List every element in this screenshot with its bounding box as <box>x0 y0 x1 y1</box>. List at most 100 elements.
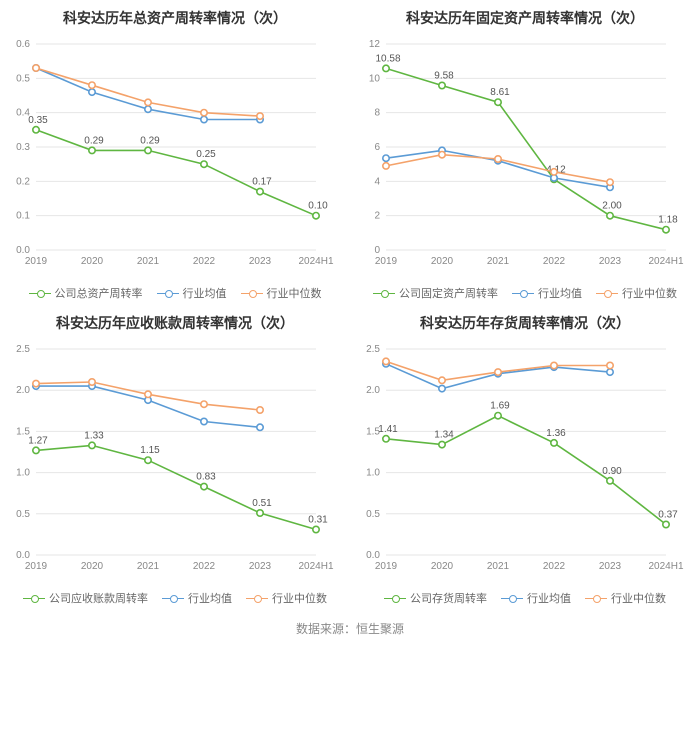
svg-text:2021: 2021 <box>487 561 510 572</box>
chart-title: 科安达历年固定资产周转率情况（次） <box>354 8 696 28</box>
svg-text:2.0: 2.0 <box>16 385 30 396</box>
legend-marker-icon <box>23 593 45 603</box>
svg-text:2024H1: 2024H1 <box>298 256 333 267</box>
svg-text:0.29: 0.29 <box>84 135 104 146</box>
svg-text:2.0: 2.0 <box>366 385 380 396</box>
svg-text:1.69: 1.69 <box>490 401 510 412</box>
svg-text:0.83: 0.83 <box>196 472 216 483</box>
svg-text:0.10: 0.10 <box>308 201 328 212</box>
svg-text:0.29: 0.29 <box>140 135 160 146</box>
svg-text:2024H1: 2024H1 <box>648 256 683 267</box>
chart-grid: 科安达历年总资产周转率情况（次）0.00.10.20.30.40.50.6201… <box>0 0 700 610</box>
chart-plot: 024681012201920202021202220232024H110.58… <box>354 34 696 279</box>
svg-text:0.0: 0.0 <box>16 245 30 256</box>
svg-text:0.6: 0.6 <box>16 39 30 50</box>
legend-marker-icon <box>373 288 395 298</box>
legend-item-company: 公司总资产周转率 <box>29 285 143 301</box>
svg-text:2024H1: 2024H1 <box>648 561 683 572</box>
svg-text:0.2: 0.2 <box>16 176 30 187</box>
svg-text:0.3: 0.3 <box>16 142 30 153</box>
svg-text:1.0: 1.0 <box>16 468 30 479</box>
svg-text:2021: 2021 <box>137 256 160 267</box>
legend-label: 公司存货周转率 <box>410 590 487 606</box>
chart-title: 科安达历年存货周转率情况（次） <box>354 313 696 333</box>
svg-text:1.33: 1.33 <box>84 430 104 441</box>
svg-text:0.90: 0.90 <box>602 466 622 477</box>
svg-text:2022: 2022 <box>193 561 216 572</box>
legend-label: 行业均值 <box>183 285 227 301</box>
legend-item-median: 行业中位数 <box>596 285 677 301</box>
svg-text:1.27: 1.27 <box>28 435 48 446</box>
svg-text:1.36: 1.36 <box>546 428 566 439</box>
svg-text:0.5: 0.5 <box>366 509 380 520</box>
svg-text:1.15: 1.15 <box>140 445 160 456</box>
chart-plot: 0.00.51.01.52.02.52019202020212022202320… <box>4 339 346 584</box>
legend-item-avg: 行业均值 <box>512 285 582 301</box>
legend-marker-icon <box>157 288 179 298</box>
svg-text:1.34: 1.34 <box>434 430 454 441</box>
svg-text:2.5: 2.5 <box>16 344 30 355</box>
svg-text:0.25: 0.25 <box>196 149 216 160</box>
data-source-footer: 数据来源：恒生聚源 <box>0 610 700 651</box>
legend-item-company: 公司存货周转率 <box>384 590 487 606</box>
svg-text:2022: 2022 <box>543 256 566 267</box>
svg-text:8.61: 8.61 <box>490 87 510 98</box>
legend-marker-icon <box>585 593 607 603</box>
svg-text:2.00: 2.00 <box>602 201 622 212</box>
legend-marker-icon <box>29 288 51 298</box>
svg-text:0.1: 0.1 <box>16 211 30 222</box>
svg-text:2019: 2019 <box>25 561 48 572</box>
legend-marker-icon <box>241 288 263 298</box>
legend-item-median: 行业中位数 <box>585 590 666 606</box>
legend-label: 公司应收账款周转率 <box>49 590 148 606</box>
svg-text:2020: 2020 <box>431 561 454 572</box>
legend-marker-icon <box>246 593 268 603</box>
svg-text:2019: 2019 <box>25 256 48 267</box>
legend-label: 行业中位数 <box>611 590 666 606</box>
svg-text:2019: 2019 <box>375 561 398 572</box>
svg-text:2023: 2023 <box>599 561 622 572</box>
chart-panel-fixed_assets: 科安达历年固定资产周转率情况（次）02468101220192020202120… <box>350 0 700 305</box>
chart-plot: 0.00.51.01.52.02.52019202020212022202320… <box>354 339 696 584</box>
legend-label: 行业中位数 <box>622 285 677 301</box>
legend-item-avg: 行业均值 <box>162 590 232 606</box>
svg-text:0.5: 0.5 <box>16 509 30 520</box>
svg-text:2021: 2021 <box>137 561 160 572</box>
chart-title: 科安达历年应收账款周转率情况（次） <box>4 313 346 333</box>
svg-text:12: 12 <box>369 39 381 50</box>
svg-text:2022: 2022 <box>193 256 216 267</box>
svg-text:0.5: 0.5 <box>16 73 30 84</box>
legend-label: 公司固定资产周转率 <box>399 285 498 301</box>
svg-text:2021: 2021 <box>487 256 510 267</box>
svg-text:1.18: 1.18 <box>658 215 678 226</box>
svg-text:2019: 2019 <box>375 256 398 267</box>
svg-text:2: 2 <box>374 211 380 222</box>
legend-marker-icon <box>512 288 534 298</box>
svg-text:0.37: 0.37 <box>658 510 678 521</box>
svg-text:0.0: 0.0 <box>16 550 30 561</box>
svg-text:0: 0 <box>374 245 380 256</box>
legend-marker-icon <box>162 593 184 603</box>
svg-text:2023: 2023 <box>249 256 272 267</box>
legend-item-company: 公司应收账款周转率 <box>23 590 148 606</box>
legend-marker-icon <box>596 288 618 298</box>
svg-text:0.31: 0.31 <box>308 515 328 526</box>
svg-text:2.5: 2.5 <box>366 344 380 355</box>
svg-text:0.17: 0.17 <box>252 177 272 188</box>
chart-legend: 公司应收账款周转率行业均值 行业中位数 <box>4 590 346 606</box>
legend-label: 行业中位数 <box>272 590 327 606</box>
legend-item-avg: 行业均值 <box>157 285 227 301</box>
chart-legend: 公司固定资产周转率行业均值 行业中位数 <box>354 285 696 301</box>
legend-item-median: 行业中位数 <box>246 590 327 606</box>
svg-text:2022: 2022 <box>543 561 566 572</box>
legend-item-avg: 行业均值 <box>501 590 571 606</box>
svg-text:2020: 2020 <box>81 561 104 572</box>
svg-text:0.0: 0.0 <box>366 550 380 561</box>
legend-item-median: 行业中位数 <box>241 285 322 301</box>
svg-text:10.58: 10.58 <box>375 53 400 64</box>
chart-panel-total_assets: 科安达历年总资产周转率情况（次）0.00.10.20.30.40.50.6201… <box>0 0 350 305</box>
svg-text:0.51: 0.51 <box>252 498 272 509</box>
svg-text:2023: 2023 <box>599 256 622 267</box>
svg-text:1.0: 1.0 <box>366 468 380 479</box>
svg-text:10: 10 <box>369 73 381 84</box>
